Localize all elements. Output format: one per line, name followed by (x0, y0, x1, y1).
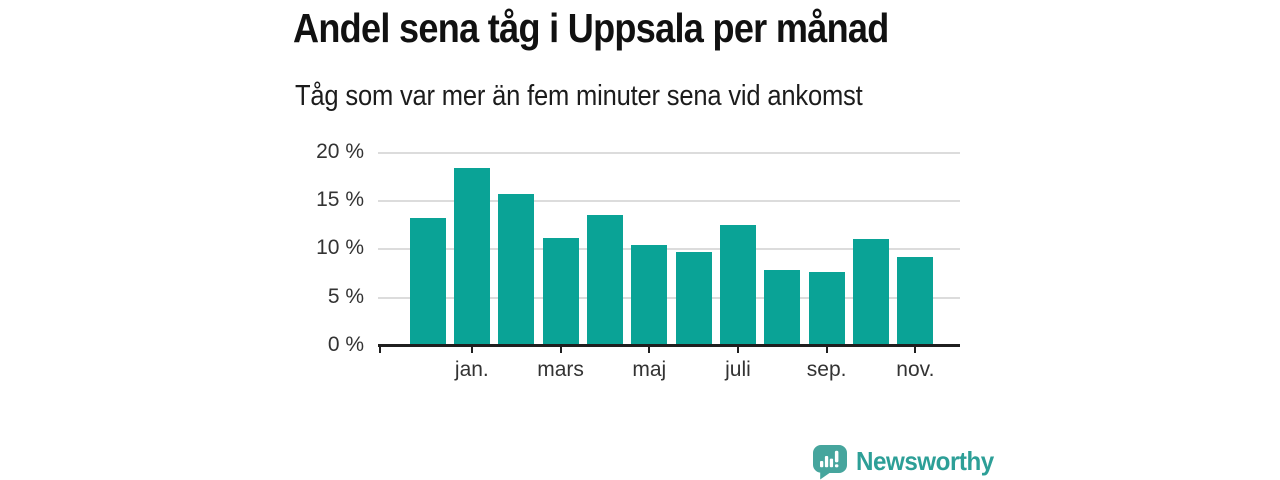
x-axis-line (378, 344, 960, 347)
x-axis-tick-label: sep. (806, 358, 847, 381)
x-axis-tick-label: maj (632, 358, 667, 381)
x-axis-tick (825, 347, 828, 353)
x-axis-start-tick (379, 347, 381, 353)
x-axis-tick (559, 347, 562, 353)
x-axis-tick (736, 347, 739, 353)
gridline-5 (378, 296, 960, 299)
x-axis-tick (914, 347, 917, 353)
bar-jan. (454, 168, 490, 346)
x-axis-tick-label: mars (537, 358, 584, 381)
gridline-10 (378, 248, 960, 251)
gridline-20 (378, 151, 960, 154)
logo-bar-chart-glyph (820, 450, 839, 468)
bar-maj (631, 245, 667, 346)
y-axis-tick-label: 20 % (316, 139, 364, 163)
bar-mars (543, 238, 579, 346)
chart-title: Andel sena tåg i Uppsala per månad (293, 5, 889, 51)
x-axis-tick-label: nov. (896, 358, 935, 381)
bar-juli (720, 225, 756, 346)
x-axis-tick-label: juli (725, 358, 751, 381)
y-axis-tick-label: 0 % (327, 333, 364, 356)
newsworthy-logo-text: Newsworthy (856, 446, 994, 476)
chart-subtitle: Tåg som var mer än fem minuter sena vid … (295, 80, 863, 112)
newsworthy-branding: Newsworthy (812, 444, 1004, 480)
bar-juni (676, 252, 712, 346)
newsworthy-logo-icon (813, 445, 847, 480)
bar-apr. (587, 215, 623, 346)
bar-okt. (853, 239, 889, 346)
x-axis-tick-label: jan. (454, 358, 489, 381)
bar-sep. (809, 272, 845, 346)
y-axis-tick-label: 15 % (316, 187, 364, 211)
y-axis-tick-label: 10 % (316, 236, 364, 260)
x-axis-tick (648, 347, 651, 353)
bar-dec. (410, 218, 446, 346)
gridline-15 (378, 199, 960, 202)
bar-nov. (897, 257, 933, 346)
bar-feb. (498, 194, 534, 346)
x-axis-tick (470, 347, 473, 353)
y-axis-tick-label: 5 % (327, 284, 364, 308)
bar-aug. (764, 270, 800, 346)
